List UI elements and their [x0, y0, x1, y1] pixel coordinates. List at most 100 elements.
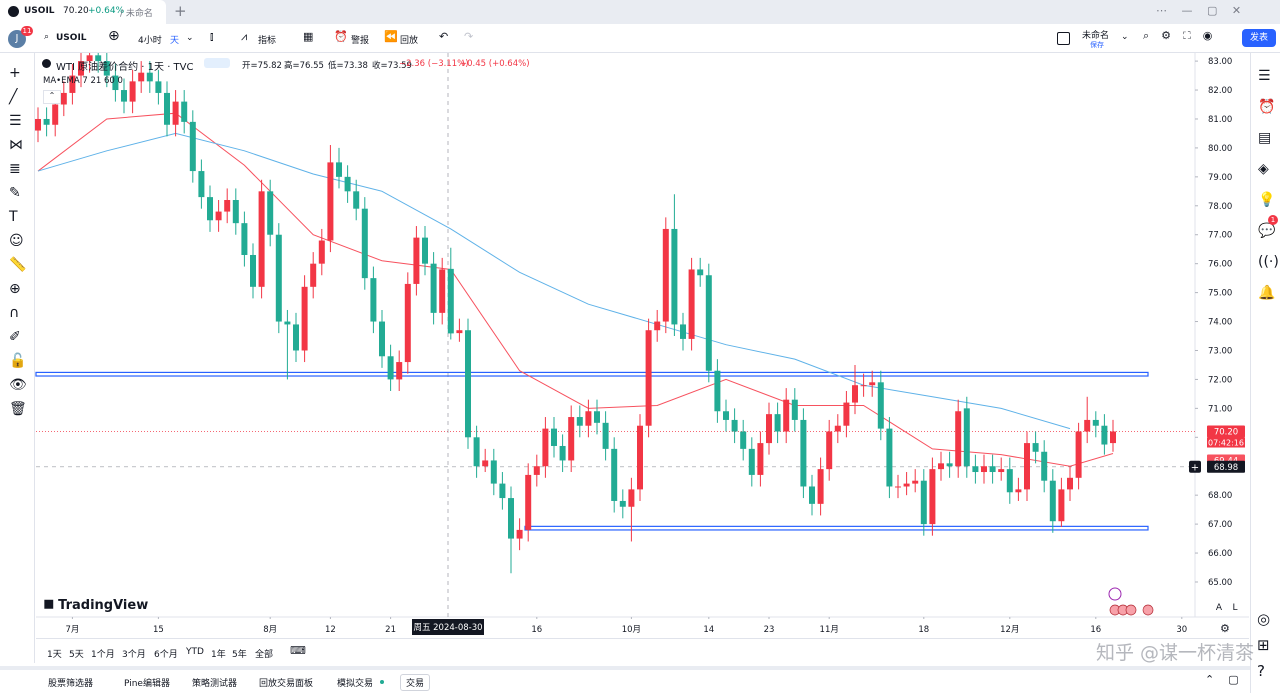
- y-tick-label: 83.00: [1208, 57, 1232, 67]
- candle-body: [1032, 443, 1039, 452]
- y-tick-label: 75.00: [1208, 289, 1232, 299]
- scale-button[interactable]: L: [1232, 603, 1238, 613]
- candle-body: [731, 419, 738, 432]
- event-flag: [1125, 604, 1137, 616]
- tab[interactable]: USOIL 70.20 +0.64% / 未命名: [0, 0, 166, 24]
- candle-body: [903, 483, 910, 487]
- candle-body: [783, 399, 790, 432]
- range-button[interactable]: 3个月: [122, 650, 146, 660]
- drawing-tools[interactable]: + ╱ ☰ ⋈ ≣ ✎ T ☺ 📏 ⊕ ∩ ✐ 🔓 👁 🗑: [9, 65, 27, 417]
- candle-body: [946, 463, 953, 467]
- range-button[interactable]: 1年: [211, 650, 226, 660]
- templates[interactable]: ▦: [303, 30, 314, 43]
- candle-body: [430, 263, 437, 313]
- alert-icon: ⏰: [334, 30, 348, 43]
- range-button[interactable]: 1个月: [91, 650, 115, 660]
- chart-type[interactable]: ⫾: [210, 30, 214, 43]
- candle-body: [869, 382, 876, 386]
- candle-body: [52, 104, 59, 125]
- symbol-search[interactable]: USOIL: [56, 33, 87, 43]
- publish-button[interactable]: 发表: [1242, 29, 1276, 47]
- candle-body: [619, 500, 626, 507]
- candle-body: [809, 486, 815, 504]
- y-tick-label: 82.00: [1208, 86, 1232, 96]
- range-button[interactable]: YTD: [186, 647, 204, 657]
- candle-body: [404, 283, 411, 363]
- range-button[interactable]: 全部: [255, 650, 274, 660]
- indicators-button[interactable]: 指标: [258, 36, 277, 46]
- layout-toggle[interactable]: [1057, 32, 1070, 45]
- candle-body: [1067, 477, 1073, 490]
- candle-body: [112, 75, 119, 91]
- timeframe[interactable]: 天: [170, 36, 180, 46]
- candle-body: [60, 92, 67, 105]
- candle-body: [645, 330, 652, 426]
- candle-body: [207, 197, 213, 221]
- candle-body: [748, 448, 755, 475]
- candle-body: [155, 81, 162, 93]
- ema-line: [37, 112, 1114, 467]
- date-range-icon[interactable]: ⌨: [290, 644, 306, 657]
- candle-body: [164, 92, 170, 125]
- interval[interactable]: 4小时: [138, 36, 162, 46]
- y-tick-label: 76.00: [1208, 260, 1232, 270]
- new-tab[interactable]: +: [174, 2, 187, 20]
- candle-body: [267, 191, 274, 235]
- range-button[interactable]: 5天: [69, 650, 84, 660]
- y-tick-label: 79.00: [1208, 173, 1232, 183]
- redo[interactable]: ↷: [464, 30, 474, 43]
- y-tick-label: 78.00: [1208, 202, 1232, 212]
- crosshair-badge: 68.98: [1207, 460, 1245, 473]
- bottom-tab[interactable]: 股票筛选器: [48, 679, 94, 689]
- y-tick-label: 77.00: [1208, 231, 1232, 241]
- sidebar-icons[interactable]: ☰⏰▤◈💡💬((·))🔔: [1258, 68, 1280, 301]
- candle-body: [301, 286, 308, 351]
- candle-body: [439, 269, 446, 313]
- candle-body: [35, 118, 41, 131]
- alerts-button[interactable]: 警报: [351, 36, 370, 46]
- layout-name[interactable]: 未命名: [1082, 31, 1110, 41]
- candle-body: [258, 191, 265, 287]
- window-controls[interactable]: ⋯ — ▢ ✕: [1156, 4, 1243, 17]
- candle-body: [336, 162, 342, 177]
- candle-body: [499, 483, 506, 499]
- bottom-tab[interactable]: 回放交易面板: [259, 679, 314, 689]
- candle-body: [327, 162, 334, 241]
- add-alert-icon: +: [1191, 462, 1199, 473]
- bottom-tab[interactable]: Pine编辑器: [124, 679, 170, 689]
- range-button[interactable]: 6个月: [154, 650, 178, 660]
- sidebar-bottom-icons[interactable]: ◎ ⊞?: [1257, 610, 1271, 680]
- compare-button[interactable]: ⊕: [108, 28, 120, 44]
- dropdown[interactable]: ⌄: [186, 33, 194, 43]
- candle-body: [353, 191, 360, 209]
- bottom-tab[interactable]: 交易: [400, 674, 431, 691]
- collapse-button[interactable]: ⌃: [43, 90, 61, 104]
- range-button[interactable]: 1天: [47, 650, 62, 660]
- y-tick-label: 80.00: [1208, 144, 1232, 154]
- candle-body: [611, 448, 618, 501]
- y-tick-label: 73.00: [1208, 346, 1232, 356]
- candle-body: [224, 200, 231, 212]
- range-button[interactable]: 5年: [232, 650, 247, 660]
- replay-button[interactable]: 回放: [400, 36, 419, 46]
- toolbar-icons[interactable]: ⌕⚙⛶◉: [1143, 29, 1225, 42]
- candle-body: [662, 228, 669, 322]
- scale-button[interactable]: A: [1215, 603, 1223, 613]
- bottom-tab[interactable]: 策略测试器: [192, 679, 238, 689]
- dropdown[interactable]: ⌄: [1121, 32, 1129, 42]
- candle-body: [344, 176, 351, 192]
- candle-body: [189, 121, 196, 172]
- candle-body: [740, 431, 747, 449]
- settings-icon[interactable]: ⚙: [1220, 622, 1230, 635]
- panel-controls[interactable]: ⌃▢: [1205, 673, 1253, 686]
- undo[interactable]: ↶: [439, 30, 449, 43]
- toolbar: J 11 ⌕ USOIL ⊕ 4小时 天 ⌄ ⫾ ⩘ 指标 ▦ ⏰ 警报 ⏪ 回…: [0, 24, 1280, 53]
- avatar-badge: 11: [21, 26, 33, 36]
- candle-body: [456, 330, 463, 334]
- candle-body: [1006, 469, 1013, 493]
- x-tick-label: 16: [531, 625, 542, 635]
- candle-body: [138, 72, 145, 82]
- bottom-tab[interactable]: 模拟交易: [337, 679, 374, 689]
- add-alert: [1189, 460, 1201, 473]
- candle-body: [766, 414, 772, 444]
